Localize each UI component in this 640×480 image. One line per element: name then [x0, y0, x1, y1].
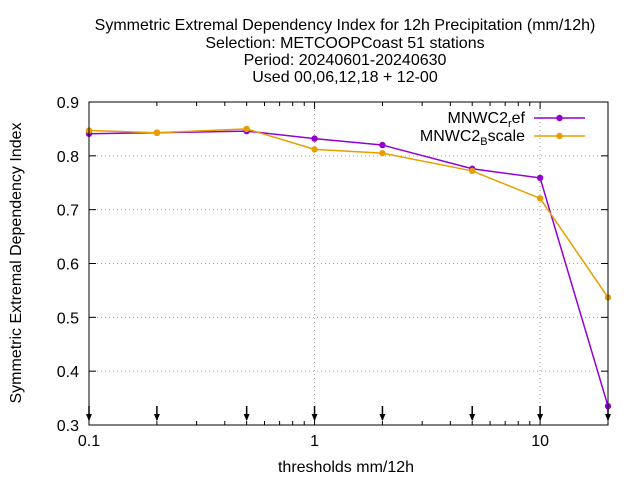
legend-label-subscript: B — [480, 136, 487, 148]
title-line-1: Symmetric Extremal Dependency Index for … — [95, 17, 596, 34]
threshold-marker — [243, 406, 250, 421]
legend-label-main: MNWC2 — [448, 110, 509, 127]
y-axis-label: Symmetric Extremal Dependency Index — [8, 123, 25, 404]
threshold-marker — [469, 406, 476, 421]
threshold-marker-head — [469, 414, 476, 421]
legend-label-tail: ef — [512, 110, 526, 127]
plot-frame — [88, 101, 609, 426]
legend-marker-1 — [556, 114, 563, 122]
legend-label-subscript: r — [508, 118, 512, 130]
grid — [89, 102, 608, 425]
x-tick-label: 0.1 — [78, 433, 100, 450]
x-tick-label: 10 — [531, 433, 549, 450]
data-point-series-2 — [243, 125, 250, 133]
threshold-marker-head — [243, 414, 250, 421]
y-tick-label: 0.5 — [57, 310, 79, 327]
data-point-series-2 — [379, 149, 386, 157]
threshold-marker — [537, 406, 544, 421]
y-tick-label: 0.8 — [57, 149, 79, 166]
title-line-2: Selection: METCOOPCoast 51 stations — [205, 35, 484, 52]
data-point-series-1 — [379, 141, 386, 149]
series-line-1 — [88, 130, 609, 407]
legend-label-1: MNWC2ref — [448, 110, 526, 130]
data-point-series-1 — [311, 135, 318, 142]
axis-ticks: 0.3 0.4 0.5 0.6 0.7 0.8 0.9 0.1 1 10 — [57, 95, 608, 450]
threshold-marker — [379, 406, 386, 421]
y-tick-label: 0.3 — [57, 418, 79, 435]
y-tick-label: 0.4 — [57, 364, 79, 381]
legend-entry-1: MNWC2ref — [448, 110, 585, 130]
legend-marker-2 — [556, 132, 563, 140]
legend-entry-2: MNWC2Bscale — [420, 128, 585, 148]
series-layer — [85, 125, 612, 410]
x-axis-label: thresholds mm/12h — [278, 459, 414, 476]
data-point-series-2 — [153, 129, 161, 136]
legend-label-2: MNWC2Bscale — [420, 128, 525, 148]
y-tick-label: 0.6 — [57, 257, 79, 274]
chart-title: Symmetric Extremal Dependency Index for … — [95, 17, 596, 86]
threshold-marker-head — [379, 414, 386, 421]
threshold-marker — [153, 406, 160, 421]
threshold-marker-head — [153, 414, 160, 421]
title-line-4: Used 00,06,12,18 + 12-00 — [252, 69, 438, 86]
x-tick-label: 1 — [310, 433, 319, 450]
y-tick-label: 0.7 — [57, 203, 79, 220]
legend-label-tail: scale — [488, 128, 525, 145]
data-point-series-2 — [536, 195, 544, 202]
data-point-series-2 — [311, 146, 318, 153]
data-point-series-1 — [536, 174, 544, 182]
legend-label-main: MNWC2 — [420, 128, 481, 145]
y-tick-label: 0.9 — [57, 95, 79, 112]
series-line-2 — [88, 128, 609, 298]
threshold-marker-head — [537, 414, 544, 421]
title-line-3: Period: 20240601-20240630 — [244, 52, 447, 69]
threshold-markers — [86, 406, 611, 421]
data-point-series-2 — [469, 167, 476, 175]
threshold-marker-head — [311, 414, 318, 421]
threshold-marker — [311, 406, 318, 421]
